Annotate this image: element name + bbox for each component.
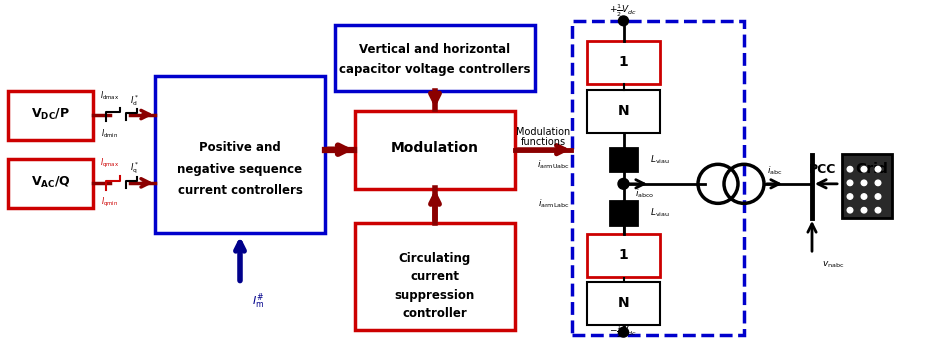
FancyBboxPatch shape [587,90,660,133]
Text: N: N [618,296,629,310]
Text: $L_{\rm viau}$: $L_{\rm viau}$ [650,207,670,219]
Text: PCC: PCC [810,163,836,176]
Text: $I_{\rm dmin}$: $I_{\rm dmin}$ [101,127,118,140]
Circle shape [875,194,881,199]
FancyBboxPatch shape [610,148,637,171]
Text: negative sequence: negative sequence [178,163,303,176]
Text: Modulation: Modulation [516,127,570,137]
Text: controller: controller [403,307,467,320]
Circle shape [848,194,852,199]
Text: $-\frac{1}{2}V_{dc}$: $-\frac{1}{2}V_{dc}$ [609,323,638,340]
Text: $I_{\rm dmax}$: $I_{\rm dmax}$ [100,89,119,102]
FancyBboxPatch shape [842,154,892,218]
Text: functions: functions [520,137,566,147]
FancyBboxPatch shape [8,91,93,140]
Circle shape [875,167,881,172]
FancyBboxPatch shape [155,76,325,233]
Text: Circulating: Circulating [399,252,471,265]
Circle shape [619,327,628,337]
Text: $i_{\rm armLabc}$: $i_{\rm armLabc}$ [538,197,570,209]
FancyBboxPatch shape [355,223,515,330]
Text: current controllers: current controllers [178,184,303,197]
Text: $i_{\rm abco}$: $i_{\rm abco}$ [635,187,655,200]
Text: $\mathbf{V_{DC}/P}$: $\mathbf{V_{DC}/P}$ [31,107,70,122]
Circle shape [618,178,629,189]
Circle shape [875,207,881,213]
FancyBboxPatch shape [8,159,93,208]
FancyBboxPatch shape [587,234,660,276]
Text: $I_{\rm m}^{\rm \#}$: $I_{\rm m}^{\rm \#}$ [252,291,264,311]
Text: $i_{\rm abc}$: $i_{\rm abc}$ [767,165,782,177]
Text: $I_{\rm qmax}$: $I_{\rm qmax}$ [100,157,119,170]
Text: $I_{\rm qmin}$: $I_{\rm qmin}$ [101,195,118,209]
Text: $\mathbf{V_{AC}/Q}$: $\mathbf{V_{AC}/Q}$ [30,175,70,190]
Circle shape [848,167,852,172]
Text: Vertical and horizontal: Vertical and horizontal [359,42,511,56]
FancyBboxPatch shape [610,201,637,225]
Text: capacitor voltage controllers: capacitor voltage controllers [340,63,531,76]
Text: $I_{\rm d}^{\rm *}$: $I_{\rm d}^{\rm *}$ [131,93,139,108]
Circle shape [861,194,867,199]
Text: current: current [411,270,460,283]
Text: N: N [618,104,629,118]
FancyBboxPatch shape [587,283,660,325]
Text: suppression: suppression [394,289,475,302]
FancyBboxPatch shape [587,41,660,84]
Text: Positive and: Positive and [199,141,281,154]
Text: 1: 1 [619,55,628,69]
Circle shape [619,16,628,26]
Text: $i_{\rm armUabc}$: $i_{\rm armUabc}$ [537,158,570,171]
Text: Grid: Grid [855,162,888,176]
Text: $I_{\rm q}^{\rm *}$: $I_{\rm q}^{\rm *}$ [131,160,139,176]
Circle shape [861,180,867,186]
Circle shape [861,207,867,213]
Text: Modulation: Modulation [391,141,479,155]
Circle shape [848,207,852,213]
FancyBboxPatch shape [335,25,535,91]
Text: $+\frac{1}{2}V_{dc}$: $+\frac{1}{2}V_{dc}$ [609,2,638,19]
Text: $v_{\rm nabc}$: $v_{\rm nabc}$ [822,260,845,270]
Text: $L_{\rm viau}$: $L_{\rm viau}$ [650,153,670,166]
Text: 1: 1 [619,248,628,261]
Circle shape [861,167,867,172]
Circle shape [875,180,881,186]
Circle shape [848,180,852,186]
FancyBboxPatch shape [355,110,515,189]
